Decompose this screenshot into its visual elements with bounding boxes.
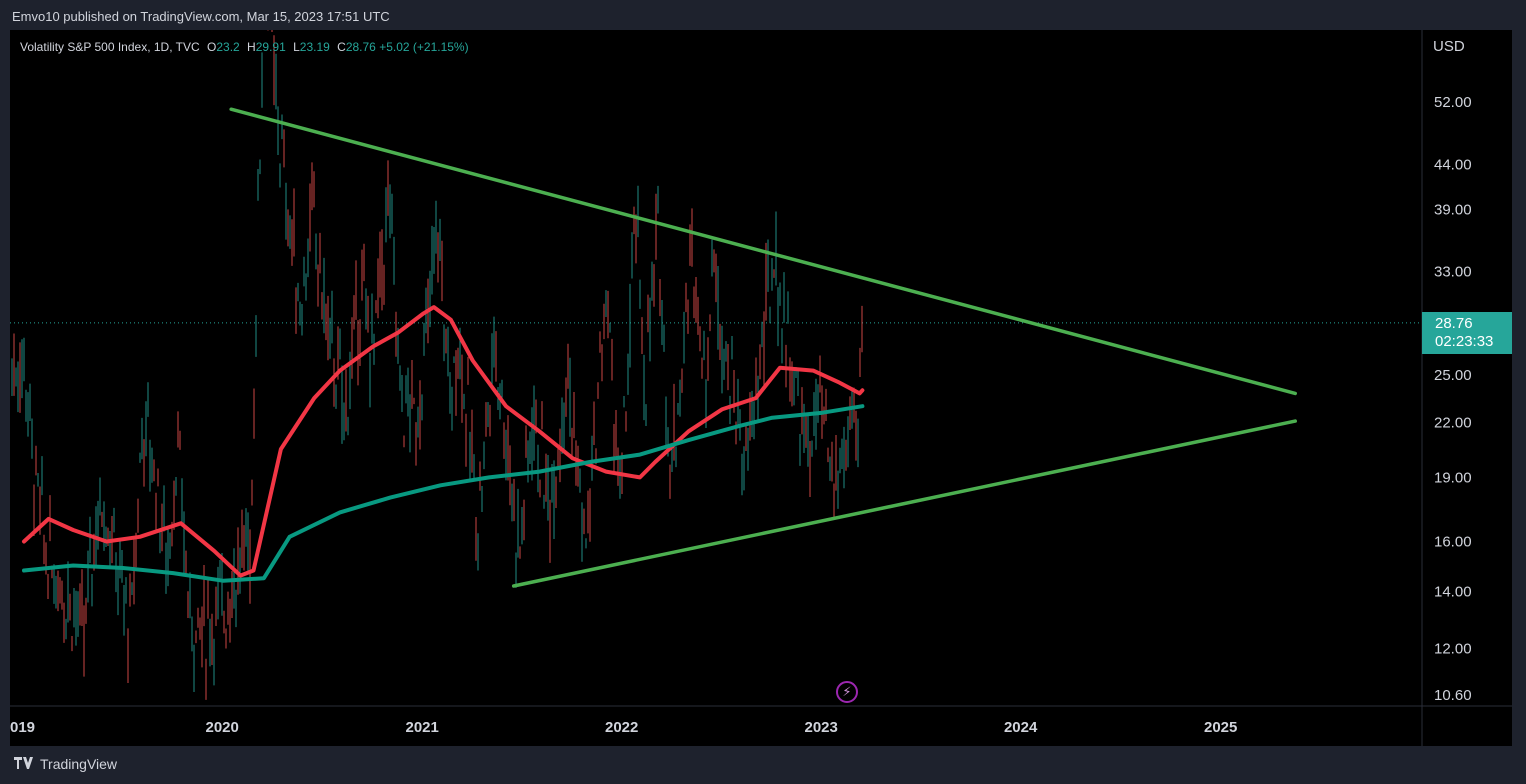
time-axis: 019 2020 2021 2022 2023 2024 2025 — [10, 719, 1237, 736]
time-tick-label: 2022 — [605, 719, 638, 736]
price-tick-label: 25.00 — [1434, 367, 1472, 384]
footer: TradingView — [14, 756, 117, 772]
price-series — [11, 30, 863, 700]
time-tick-label: 2021 — [406, 719, 439, 736]
time-tick-label: 2020 — [205, 719, 238, 736]
high-value: 29.91 — [255, 40, 286, 54]
symbol-legend[interactable]: Volatility S&P 500 Index, 1D, TVC O23.2 … — [20, 40, 469, 54]
price-tick-label: 39.00 — [1434, 201, 1472, 218]
last-price: 28.76 — [1435, 315, 1473, 332]
open-label: O — [207, 40, 217, 54]
currency-label[interactable]: USD — [1433, 38, 1465, 55]
publisher-line: Emvo10 published on TradingView.com, Mar… — [12, 9, 390, 24]
trendlines — [229, 107, 1297, 588]
price-tick-label: 33.00 — [1434, 264, 1472, 281]
high-label: H — [247, 40, 256, 54]
grid — [10, 30, 1512, 746]
time-tick-label: 2024 — [1004, 719, 1038, 736]
upper-trendline — [229, 107, 1297, 396]
price-tick-label: 12.00 — [1434, 641, 1472, 658]
price-tick-label: 16.00 — [1434, 533, 1472, 550]
price-tick-label: 44.00 — [1434, 156, 1472, 173]
bar-countdown: 02:23:33 — [1435, 333, 1494, 350]
price-tick-label: 22.00 — [1434, 415, 1472, 432]
moving-average-fast-line — [22, 305, 865, 578]
tradingview-logo-icon — [14, 756, 34, 772]
low-label: L — [293, 40, 300, 54]
moving-averages — [22, 305, 865, 583]
moving-average-slow-line — [22, 404, 865, 583]
close-label: C — [337, 40, 346, 54]
lower-trendline — [511, 419, 1297, 588]
price-axis: 52.00 44.00 39.00 33.00 25.00 22.00 19.00 16.00… — [1434, 94, 1472, 704]
time-tick-label: 019 — [10, 719, 35, 736]
price-tick-label: 14.00 — [1434, 583, 1472, 600]
time-tick-label: 2023 — [804, 719, 837, 736]
low-value: 23.19 — [299, 40, 330, 54]
close-value: 28.76 — [345, 40, 376, 54]
price-chart[interactable]: 52.00 44.00 39.00 33.00 25.00 22.00 19.00 16.00… — [10, 30, 1512, 746]
lightning-icon[interactable]: ⚡ — [836, 681, 858, 703]
symbol-name: Volatility S&P 500 Index, 1D, TVC — [20, 40, 200, 54]
chart-area[interactable] — [10, 30, 1512, 746]
change-value: +5.02 (+21.15%) — [379, 40, 469, 54]
price-tick-label: 19.00 — [1434, 469, 1472, 486]
footer-brand: TradingView — [40, 756, 118, 772]
time-tick-label: 2025 — [1204, 719, 1237, 736]
last-price-badge: 28.76 02:23:33 — [1422, 312, 1512, 354]
open-value: 23.2 — [216, 40, 240, 54]
price-tick-label: 52.00 — [1434, 94, 1472, 111]
price-tick-label: 10.60 — [1434, 687, 1472, 704]
